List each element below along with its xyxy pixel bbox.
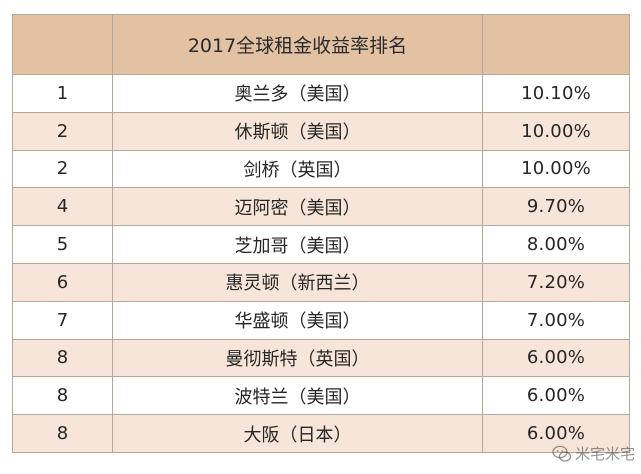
table-row: 8 曼彻斯特（英国） 6.00% [12,338,630,378]
table-row: 4 迈阿密（美国） 9.70% [12,187,630,227]
city-cell: 曼彻斯特（英国） [112,338,483,378]
header-rank-cell [12,14,113,75]
rank-cell: 2 [12,149,113,189]
table-row: 8 大阪（日本） 6.00% [12,414,630,453]
rank-cell: 6 [12,262,113,302]
city-cell: 剑桥（英国） [112,149,483,189]
city-cell: 芝加哥（美国） [112,225,483,264]
rank-cell: 8 [12,338,113,378]
yield-cell: 9.70% [482,187,630,227]
yield-cell: 10.00% [482,149,630,189]
header-yield-cell [482,14,630,75]
yield-cell: 10.10% [482,74,630,113]
yield-cell: 7.00% [482,300,630,340]
table-row: 2 剑桥（英国） 10.00% [12,149,630,189]
wechat-icon [552,445,572,463]
yield-cell: 10.00% [482,111,630,151]
yield-cell: 8.00% [482,225,630,264]
rank-cell: 7 [12,300,113,340]
rank-cell: 5 [12,225,113,264]
table-body: 1 奥兰多（美国） 10.10% 2 休斯顿（美国） 10.00% 2 剑桥（英国） 10.00… [12,74,630,453]
table-title: 2017全球租金收益率排名 [112,14,483,75]
watermark: 米宅米宅 [552,443,635,464]
rank-cell: 4 [12,187,113,227]
city-cell: 惠灵顿（新西兰） [112,262,483,302]
table-row: 2 休斯顿（美国） 10.00% [12,111,630,151]
table-row: 7 华盛顿（美国） 7.00% [12,300,630,340]
city-cell: 迈阿密（美国） [112,187,483,227]
rank-cell: 8 [12,376,113,416]
rank-cell: 2 [12,111,113,151]
yield-cell: 7.20% [482,262,630,302]
city-cell: 休斯顿（美国） [112,111,483,151]
city-cell: 大阪（日本） [112,414,483,453]
watermark-text: 米宅米宅 [574,445,635,463]
table-row: 6 惠灵顿（新西兰） 7.20% [12,262,630,302]
rank-cell: 1 [12,74,113,113]
table-header-row: 2017全球租金收益率排名 [12,14,630,75]
yield-cell: 6.00% [482,338,630,378]
table-row: 5 芝加哥（美国） 8.00% [12,225,630,264]
city-cell: 奥兰多（美国） [112,74,483,113]
table-row: 8 波特兰（美国） 6.00% [12,376,630,416]
city-cell: 华盛顿（美国） [112,300,483,340]
table-row: 1 奥兰多（美国） 10.10% [12,74,630,113]
rent-yield-ranking-table: 2017全球租金收益率排名 1 奥兰多（美国） 10.10% 2 休斯顿（美国） 10.0… [12,14,630,453]
rank-cell: 8 [12,414,113,453]
yield-cell: 6.00% [482,376,630,416]
city-cell: 波特兰（美国） [112,376,483,416]
